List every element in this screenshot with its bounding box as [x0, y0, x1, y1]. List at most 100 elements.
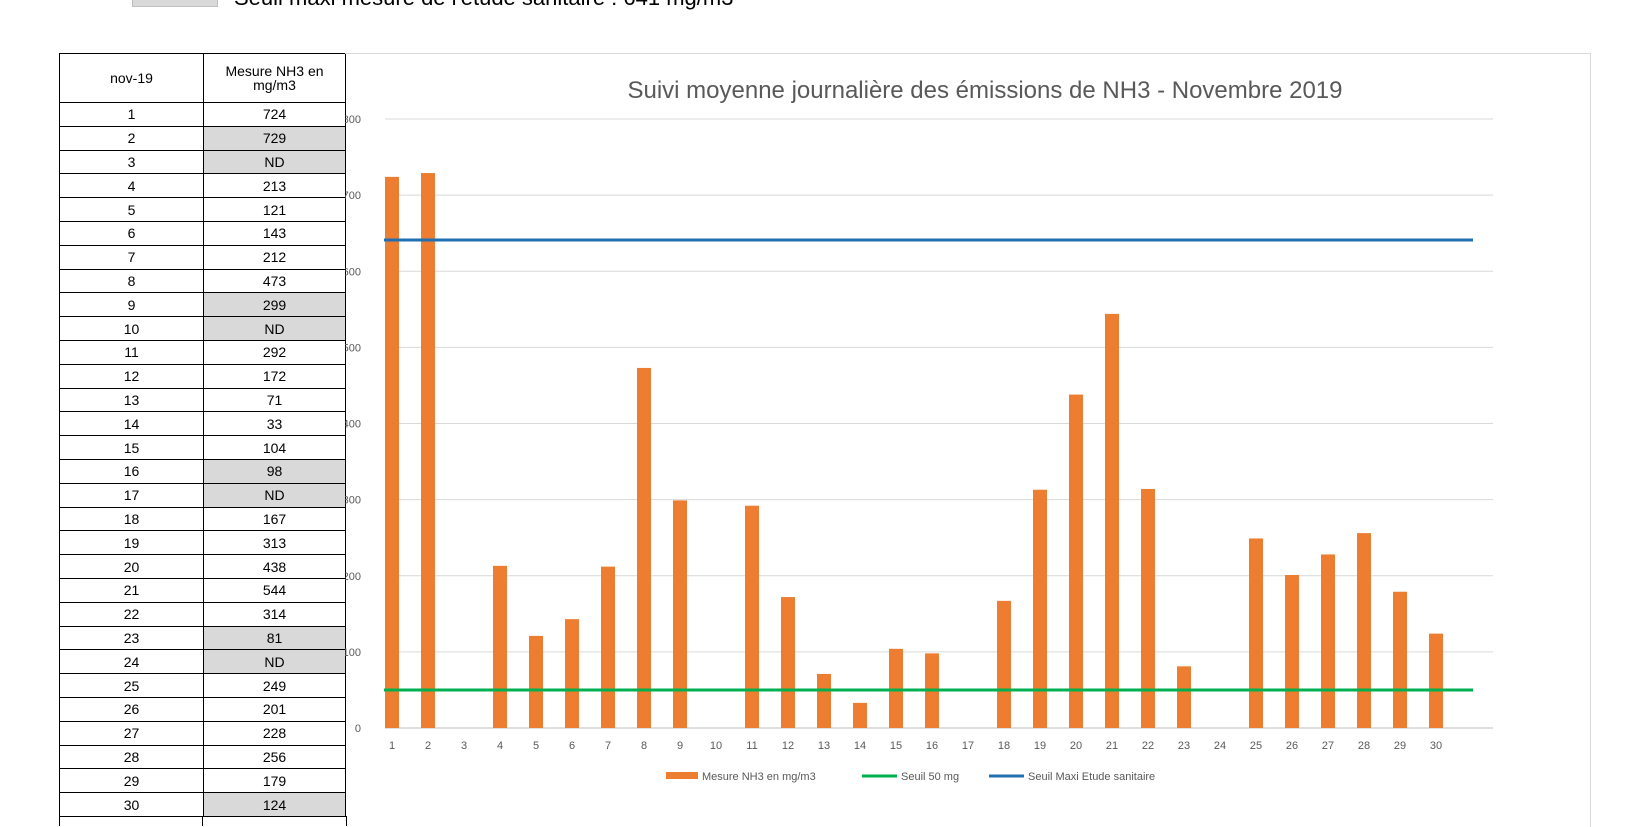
bar — [529, 635, 543, 728]
table-row: 8 473 — [59, 268, 346, 294]
table-header-row: nov-19 Mesure NH3 en mg/m3 — [59, 53, 346, 103]
table-row: 25 249 — [59, 673, 346, 698]
table-row: 21 544 — [59, 577, 346, 603]
table-cell-day: 2 — [59, 125, 204, 151]
x-tick-label: 20 — [1070, 740, 1082, 752]
y-tick-label: 200 — [345, 571, 361, 583]
table-cell-day: 5 — [59, 197, 204, 222]
y-tick-label: 100 — [345, 647, 361, 659]
x-tick-label: 15 — [890, 740, 902, 752]
table-row: 27 228 — [59, 720, 346, 746]
x-tick-label: 22 — [1142, 740, 1154, 752]
table-cell-value: 313 — [203, 530, 346, 556]
y-tick-label: 0 — [355, 723, 361, 735]
bar — [997, 600, 1011, 728]
table-cell-value: 33 — [203, 411, 346, 437]
table-row: 13 71 — [59, 387, 346, 413]
table-row: 24 ND — [59, 649, 346, 675]
header-value: Mesure NH3 en mg/m3 — [203, 53, 346, 103]
x-tick-label: 12 — [782, 740, 794, 752]
bar — [1321, 554, 1335, 728]
bar — [421, 173, 435, 728]
top-caption: Seuil maxi mesuré de l'étude sanitaire :… — [132, 0, 733, 10]
table-cell-value: 213 — [203, 173, 346, 199]
table-cell-value: 143 — [203, 220, 346, 246]
table-row: 16 98 — [59, 458, 346, 484]
y-tick-label: 600 — [345, 266, 361, 278]
table-cell-value: 104 — [203, 435, 346, 460]
bar — [1357, 533, 1371, 728]
x-tick-label: 26 — [1286, 740, 1298, 752]
table-row: 15 104 — [59, 435, 346, 460]
table-cell-value: 201 — [203, 696, 346, 722]
table-row: 23 81 — [59, 625, 346, 651]
table-cell-value: 438 — [203, 554, 346, 579]
bar — [1141, 488, 1155, 728]
table-cell-day: 7 — [59, 244, 204, 270]
y-tick-label: 400 — [345, 419, 361, 431]
table-cell-day: 16 — [59, 458, 204, 484]
x-tick-label: 7 — [605, 740, 611, 752]
bar — [817, 673, 831, 728]
table-row: 17 ND — [59, 482, 346, 508]
bar — [1177, 666, 1191, 728]
table-row: 9 299 — [59, 292, 346, 318]
table-trail — [59, 816, 347, 826]
table-cell-day: 24 — [59, 649, 204, 675]
bar — [1429, 633, 1443, 728]
x-tick-label: 1 — [389, 740, 395, 752]
table-row: 5 121 — [59, 197, 346, 222]
x-tick-label: 27 — [1322, 740, 1334, 752]
table-cell-day: 23 — [59, 625, 204, 651]
table-cell-value: 81 — [203, 625, 346, 651]
x-tick-label: 4 — [497, 740, 503, 752]
table-cell-day: 3 — [59, 149, 204, 175]
table-row: 2 729 — [59, 125, 346, 151]
data-table: nov-19 Mesure NH3 en mg/m3 1 724 2 729 3 ND 4 2… — [59, 53, 346, 817]
table-row: 30 124 — [59, 792, 346, 817]
table-row: 10 ND — [59, 316, 346, 341]
table-cell-day: 13 — [59, 387, 204, 413]
table-cell-day: 27 — [59, 720, 204, 746]
bar — [673, 500, 687, 728]
bar — [745, 505, 759, 728]
bar — [1105, 313, 1119, 728]
legend-label: Mesure NH3 en mg/m3 — [702, 771, 816, 783]
x-tick-label: 6 — [569, 740, 575, 752]
table-cell-day: 10 — [59, 316, 204, 341]
x-tick-label: 21 — [1106, 740, 1118, 752]
table-row: 26 201 — [59, 696, 346, 722]
bar — [781, 597, 795, 728]
table-cell-day: 28 — [59, 744, 204, 770]
y-tick-label: 500 — [345, 342, 361, 354]
table-row: 4 213 — [59, 173, 346, 199]
chart-svg: Suivi moyenne journalière des émissions … — [345, 77, 1493, 783]
x-tick-label: 18 — [998, 740, 1010, 752]
bar — [889, 648, 903, 728]
table-cell-day: 25 — [59, 673, 204, 698]
x-tick-label: 24 — [1214, 740, 1226, 752]
table-cell-day: 1 — [59, 102, 204, 127]
table-row: 22 314 — [59, 601, 346, 627]
table-cell-day: 14 — [59, 411, 204, 437]
bar — [601, 566, 615, 728]
table-cell-value: 256 — [203, 744, 346, 770]
table-cell-value: 729 — [203, 125, 346, 151]
y-tick-label: 700 — [345, 190, 361, 202]
chart-area: Suivi moyenne journalière des émissions … — [345, 53, 1591, 827]
table-cell-day: 11 — [59, 339, 204, 365]
caption-swatch — [132, 0, 218, 7]
table-cell-day: 4 — [59, 173, 204, 199]
table-cell-day: 29 — [59, 768, 204, 794]
x-tick-label: 23 — [1178, 740, 1190, 752]
table-cell-value: 314 — [203, 601, 346, 627]
table-cell-value: ND — [203, 482, 346, 508]
table-cell-value: 292 — [203, 339, 346, 365]
legend-swatch — [666, 772, 698, 779]
table-cell-day: 22 — [59, 601, 204, 627]
table-cell-value: 71 — [203, 387, 346, 413]
bar — [385, 176, 399, 729]
table-cell-value: 724 — [203, 102, 346, 127]
bar — [1393, 591, 1407, 728]
table-cell-value: 228 — [203, 720, 346, 746]
